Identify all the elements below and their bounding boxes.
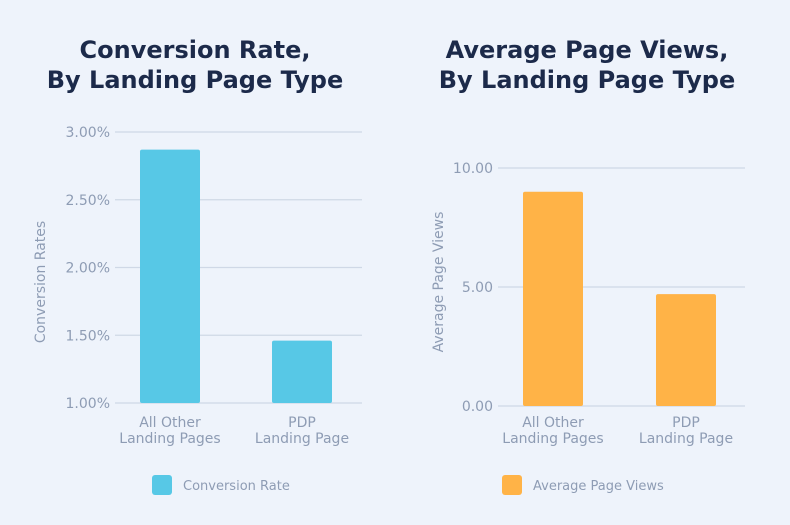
chart2-x-tick-label: Landing Pages (502, 431, 603, 447)
chart2-title-line-1: Average Page Views, (446, 36, 729, 64)
chart1-bar (272, 340, 332, 403)
chart1-title-line-2: By Landing Page Type (47, 66, 343, 94)
chart1-x-tick-label: Landing Page (255, 431, 349, 447)
chart1-legend-swatch (152, 475, 172, 495)
chart1-x-tick-label: Landing Pages (119, 431, 220, 447)
chart2-x-tick-label: All Other (522, 415, 584, 431)
chart1-y-tick-label: 2.50% (66, 193, 110, 209)
chart1-y-tick-label: 1.50% (66, 328, 110, 344)
chart2-bar (656, 294, 716, 406)
chart1-y-tick-label: 3.00% (66, 125, 110, 141)
chart1-bar (140, 149, 200, 403)
chart2-title-line-2: By Landing Page Type (439, 66, 735, 94)
chart1-y-tick-label: 2.00% (66, 261, 110, 277)
chart1-x-tick-label: PDP (288, 415, 316, 431)
chart1-y-tick-label: 1.00% (66, 396, 110, 412)
chart1-y-axis-title: Conversion Rates (33, 221, 49, 343)
chart1-title-line-1: Conversion Rate, (80, 36, 311, 64)
chart2-bar (523, 191, 583, 406)
chart1-legend-label: Conversion Rate (183, 479, 290, 494)
chart2-x-tick-label: PDP (672, 415, 700, 431)
chart2-x-tick-label: Landing Page (639, 431, 733, 447)
chart2-legend-label: Average Page Views (533, 479, 664, 494)
chart2-legend-swatch (502, 475, 522, 495)
chart1-x-tick-label: All Other (139, 415, 201, 431)
chart2-y-tick-label: 0.00 (462, 399, 493, 415)
chart2-y-tick-label: 10.00 (453, 161, 493, 177)
chart2-y-tick-label: 5.00 (462, 280, 493, 296)
chart2-y-axis-title: Average Page Views (431, 212, 447, 353)
